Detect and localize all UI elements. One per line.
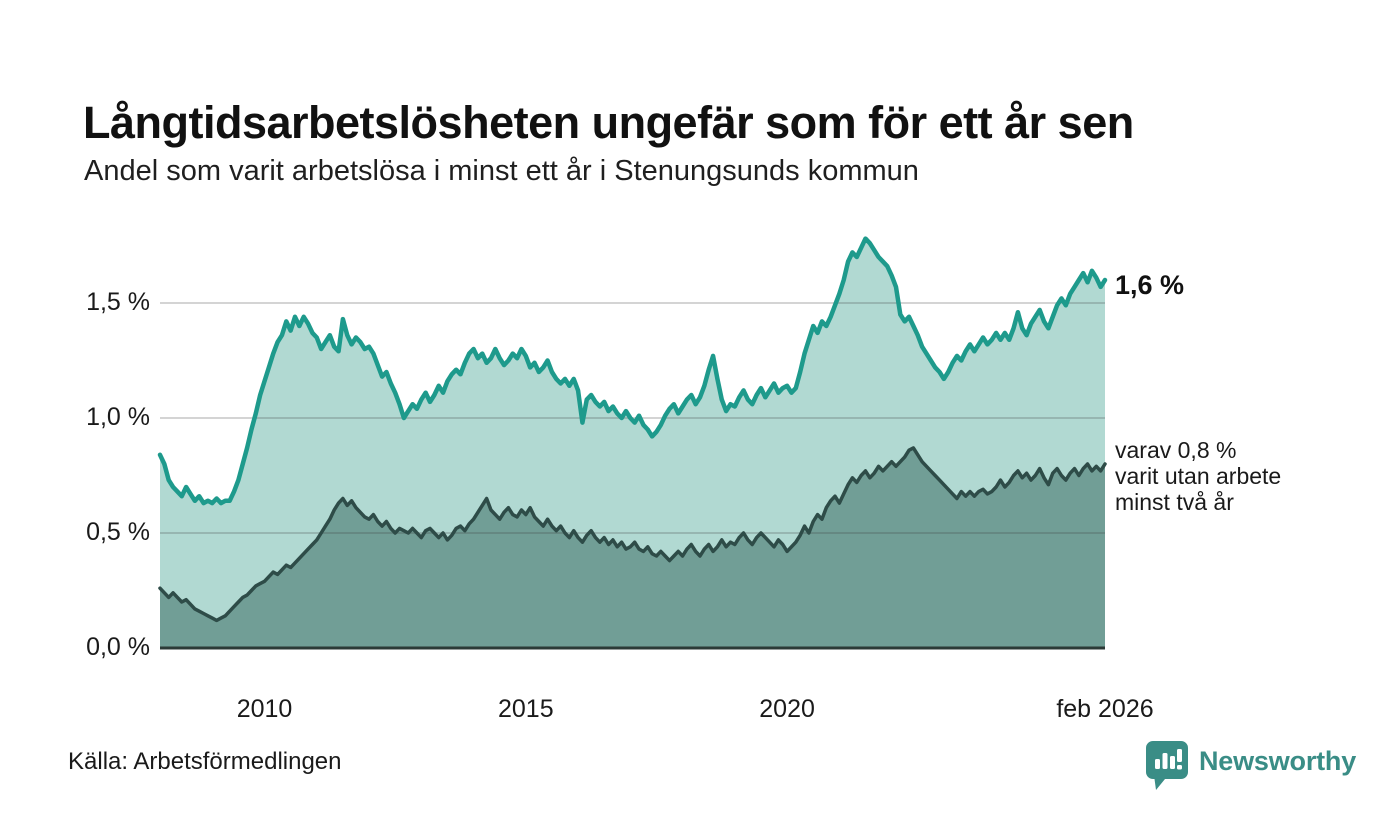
newsworthy-logo-icon (1146, 741, 1188, 790)
page-subtitle: Andel som varit arbetslösa i minst ett å… (84, 155, 919, 187)
brand-lockup: Newsworthy (1143, 738, 1356, 794)
y-tick-label: 0,5 % (86, 518, 150, 546)
area-fill-at-least-two-years (160, 447, 1105, 648)
x-tick-label: feb 2026 (1056, 695, 1154, 723)
y-tick-label: 1,0 % (86, 403, 150, 431)
end-value-label-two-years: varav 0,8 % varit utan arbete minst två … (1115, 437, 1345, 515)
x-tick-label: 2010 (236, 695, 293, 723)
y-tick-label: 1,5 % (86, 288, 150, 316)
brand-name: Newsworthy (1199, 746, 1357, 776)
end-value-label-total: 1,6 % (1115, 270, 1185, 300)
line-at-least-two-years (158, 446, 1107, 623)
y-tick-label: 0,0 % (86, 633, 150, 661)
x-tick-label: 2015 (497, 695, 554, 723)
end-note-line: minst två år (1115, 489, 1234, 515)
page-title: Långtidsarbetslösheten ungefär som för e… (83, 97, 1134, 149)
x-tick-label: 2020 (759, 695, 815, 723)
source-note: Källa: Arbetsförmedlingen (68, 748, 342, 775)
line-at-least-one-year (157, 236, 1108, 506)
end-note-line: varit utan arbete (1115, 463, 1282, 489)
end-note-line: varav 0,8 % (1115, 437, 1237, 463)
